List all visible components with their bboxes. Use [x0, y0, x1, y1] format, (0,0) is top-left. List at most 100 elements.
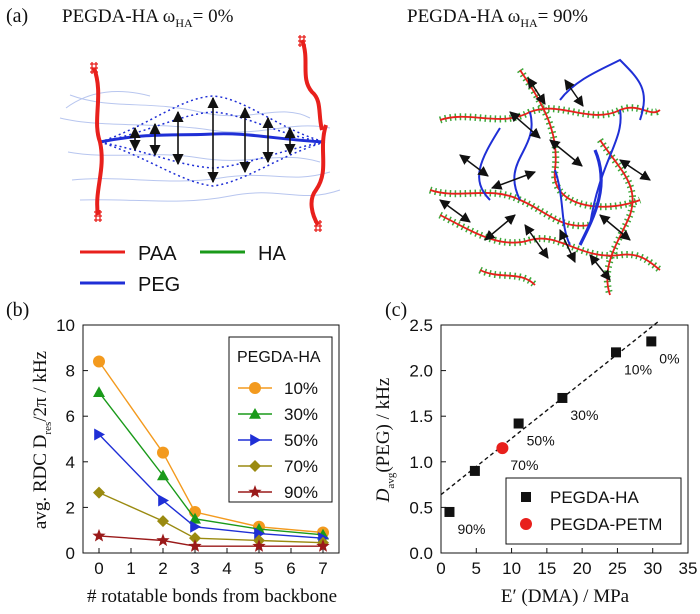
- data-point: [469, 465, 480, 476]
- data-point: [252, 539, 266, 552]
- panel-b-legend: PEGDA-HA 10% 30% 50% 70% 90%: [228, 336, 333, 503]
- y-tick-label: 1.0: [409, 453, 433, 472]
- y-tick-label: 0: [66, 544, 75, 563]
- panel-b-y-ticks: 0 2 4 6 8 10: [56, 316, 88, 563]
- legend-peg-label: PEG: [138, 274, 180, 296]
- legend-entry-label: 70%: [284, 457, 318, 476]
- legend-swatch-marker: [250, 434, 261, 446]
- x-tick-label: 5: [472, 559, 481, 578]
- x-tick-label: 3: [190, 559, 199, 578]
- data-point: [557, 392, 568, 403]
- y-tick-label: 8: [66, 362, 75, 381]
- peg-network-bold: [578, 149, 603, 246]
- right-title: PEGDA-HA ωHA= 90%: [407, 6, 588, 30]
- y-tick-label: 0.5: [409, 498, 433, 517]
- legend-paa-label: PAA: [138, 243, 177, 265]
- x-tick-label: 0: [94, 559, 103, 578]
- data-point: [189, 512, 201, 524]
- x-tick-label: 5: [254, 559, 263, 578]
- panel-c-x-ticks: 0 5 10 15 20 25 30 35: [436, 548, 697, 578]
- legend-entry-label: 50%: [284, 431, 318, 450]
- peg-network: [478, 58, 645, 246]
- point-annotation: 0%: [659, 350, 679, 366]
- data-point: [157, 446, 169, 459]
- x-tick-label: 6: [286, 559, 295, 578]
- legend-entry-label: 10%: [284, 379, 318, 398]
- legend-swatch-marker: [249, 460, 261, 472]
- point-annotation: 70%: [510, 457, 538, 473]
- legend-ha-label: HA: [258, 243, 286, 265]
- legend-entry-label: PEGDA-PETM: [550, 515, 662, 534]
- y-tick-label: 6: [66, 407, 75, 426]
- x-tick-label: 10: [502, 559, 521, 578]
- y-tick-label: 2: [66, 498, 75, 517]
- x-tick-label: 25: [608, 559, 627, 578]
- legend-entry-label: 90%: [284, 483, 318, 502]
- data-point: [496, 442, 509, 455]
- point-annotation: 10%: [624, 361, 652, 377]
- data-point: [93, 486, 105, 499]
- data-point: [316, 539, 330, 552]
- panel-c: (c) 0.0 0.5 1.0 1.5 2.0 2.5 0 5 10 15 20 25 30 35 Da…: [373, 299, 697, 607]
- panel-c-points: 90% 50% 30% 10% 0% 70%: [444, 336, 680, 537]
- x-tick-label: 15: [537, 559, 556, 578]
- data-point: [611, 347, 622, 358]
- panel-b-frame: [82, 324, 340, 554]
- data-point: [158, 494, 169, 507]
- panel-b-y-axis-label: avg. RDC Dres/2π / kHz: [30, 351, 54, 529]
- x-tick-label: 35: [679, 559, 698, 578]
- panel-a-label: (a): [6, 5, 28, 27]
- y-tick-label: 0.0: [409, 544, 433, 563]
- y-tick-label: 10: [56, 316, 75, 335]
- panel-b-x-axis-label: # rotatable bonds from backbone: [87, 586, 337, 607]
- legend-swatch-marker: [249, 382, 261, 394]
- y-tick-label: 1.5: [409, 407, 433, 426]
- x-tick-label: 2: [158, 559, 167, 578]
- y-tick-label: 4: [66, 453, 75, 472]
- panel-b-series: [92, 355, 330, 552]
- fit-line: [440, 319, 661, 496]
- peg-background-strands: [59, 91, 341, 202]
- panel-b: (b) 0 2 4 6 8 10 0 1 2 3 4 5 6 7 avg. RDC Dres/2π / …: [6, 299, 340, 607]
- data-point: [190, 520, 201, 533]
- panel-c-label: (c): [385, 299, 407, 321]
- x-tick-label: 0: [436, 559, 445, 578]
- panel-c-y-ticks: 0.0 0.5 1.0 1.5 2.0 2.5: [409, 316, 446, 563]
- data-point: [93, 355, 105, 368]
- left-title: PEGDA-HA ωHA= 0%: [62, 6, 234, 30]
- data-point: [646, 336, 657, 347]
- panel-b-x-ticks: 0 1 2 3 4 5 6 7: [94, 548, 328, 578]
- data-point: [156, 533, 170, 547]
- paa-chains-left: [92, 39, 328, 227]
- data-point: [93, 386, 105, 398]
- y-tick-label: 2.5: [409, 316, 433, 335]
- x-tick-label: 1: [126, 559, 135, 578]
- panel-b-legend-title: PEGDA-HA: [237, 349, 321, 366]
- data-point: [188, 539, 202, 552]
- point-annotation: 50%: [527, 432, 555, 448]
- point-annotation: 30%: [570, 407, 598, 423]
- x-tick-label: 20: [573, 559, 592, 578]
- data-point: [92, 528, 106, 542]
- panel-c-legend-box: [505, 477, 682, 545]
- legend-swatch-marker: [521, 492, 531, 502]
- legend-entry-label: PEGDA-HA: [550, 488, 639, 507]
- legend-entry-label: 30%: [284, 405, 318, 424]
- data-point: [189, 532, 201, 545]
- fluctuation-arrows: [129, 96, 296, 184]
- panel-c-x-axis-label: E′ (DMA) / MPa: [501, 586, 630, 607]
- panel-c-legend: PEGDA-HA PEGDA-PETM: [505, 477, 682, 545]
- data-point: [444, 506, 455, 517]
- x-tick-label: 4: [222, 559, 231, 578]
- network-arrows: [439, 77, 651, 281]
- data-point: [513, 418, 524, 429]
- x-tick-label: 30: [643, 559, 662, 578]
- y-tick-label: 2.0: [409, 362, 433, 381]
- paa-ends: [90, 35, 322, 232]
- legend-swatch-marker: [248, 485, 262, 498]
- panel-b-label: (b): [6, 299, 29, 321]
- legend-swatch-marker: [249, 408, 261, 419]
- legend-swatch-marker: [520, 518, 532, 530]
- panel-b-legend-box: [228, 336, 333, 503]
